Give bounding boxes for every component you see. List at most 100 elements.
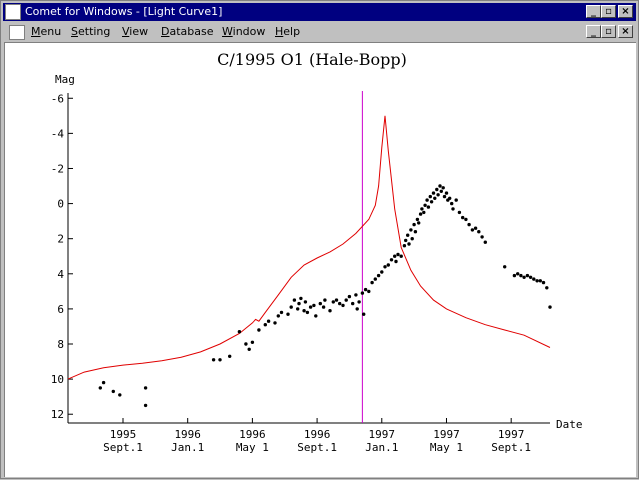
observation-point (386, 263, 390, 267)
menu-menu[interactable]: Menu (31, 25, 62, 38)
observation-point (528, 275, 533, 279)
observation-point (429, 200, 434, 204)
observation-point (228, 354, 232, 358)
observation-point (464, 217, 468, 222)
x-axis-label: Date (556, 418, 583, 431)
observation-point (273, 321, 277, 325)
y-tick-label: 8 (57, 338, 64, 351)
x-tick-year: 1997 (498, 428, 525, 441)
minimize-button[interactable]: _ (586, 5, 601, 18)
observation-point (244, 342, 248, 346)
observation-point (389, 258, 394, 262)
predicted-magnitude-curve (67, 115, 551, 380)
observation-point (541, 280, 546, 285)
y-tick-label: 10 (51, 373, 64, 386)
x-tick-year: 1995 (110, 428, 137, 441)
observation-point (376, 273, 381, 278)
observation-point (308, 305, 313, 309)
observation-point (461, 215, 465, 220)
observation-point (418, 212, 423, 216)
observation-point (448, 196, 452, 200)
y-tick-label: -6 (51, 92, 64, 105)
observation-point (457, 210, 462, 215)
observation-point (444, 191, 449, 195)
observation-point (470, 228, 475, 232)
observation-point (362, 312, 366, 316)
observation-point (433, 196, 437, 200)
observation-point (538, 279, 542, 283)
observation-point (111, 389, 116, 394)
observation-point (525, 273, 530, 278)
observation-point (422, 210, 426, 215)
observation-point (344, 298, 348, 302)
observation-point (441, 186, 445, 190)
observation-point (334, 298, 339, 302)
observation-point (370, 280, 374, 285)
observation-point (257, 328, 261, 332)
doc-close-button[interactable]: × (618, 25, 633, 38)
observation-point (413, 230, 418, 234)
app-icon[interactable] (5, 4, 21, 20)
menu-setting[interactable]: Setting (71, 25, 111, 38)
y-tick-label: 2 (57, 233, 64, 246)
y-tick-label: 6 (57, 303, 64, 316)
observation-point (410, 237, 414, 241)
observation-point (522, 275, 526, 279)
observation-point (420, 207, 424, 211)
observation-point (299, 296, 303, 301)
title-bar[interactable]: Comet for Windows - [Light Curve1] _ ▫ × (3, 3, 636, 21)
observation-point (263, 323, 267, 327)
observation-point (393, 254, 397, 258)
restore-button[interactable]: ▫ (601, 5, 616, 18)
menu-view[interactable]: View (122, 25, 149, 38)
observation-point (351, 301, 355, 306)
doc-minimize-button[interactable]: _ (586, 25, 601, 38)
observation-point (402, 244, 407, 248)
y-tick-label: 0 (57, 198, 64, 211)
x-tick-year: 1996 (174, 428, 201, 441)
light-curve-view[interactable]: C/1995 O1 (Hale-Bopp) Mag Date -6 -4 -2 0 2 4… (4, 42, 636, 477)
observation-point (341, 303, 345, 308)
observation-point (354, 293, 358, 297)
observation-point (532, 277, 536, 281)
observation-point (360, 291, 365, 295)
observation-point (404, 238, 408, 243)
observation-point (338, 301, 342, 306)
observation-point (519, 273, 523, 278)
observation-point (314, 314, 318, 318)
observation-point (477, 230, 481, 234)
observation-point (426, 205, 431, 209)
observation-point (380, 270, 384, 274)
doc-restore-button[interactable]: ▫ (601, 25, 616, 38)
observation-point (211, 358, 216, 362)
menu-database[interactable]: Database (161, 25, 214, 38)
observation-point (347, 294, 352, 299)
observation-point (450, 201, 454, 206)
observation-point (503, 265, 507, 269)
observation-point (118, 393, 122, 397)
observation-point (438, 184, 442, 188)
observation-point (297, 301, 301, 306)
observation-point (328, 309, 332, 313)
observation-point (412, 222, 416, 227)
observation-point (247, 347, 251, 351)
menu-window[interactable]: Window (222, 25, 266, 38)
observation-point (296, 307, 300, 311)
observation-point (451, 207, 455, 211)
observation-point (454, 198, 458, 202)
document-icon[interactable] (9, 25, 25, 40)
observation-point (428, 194, 432, 199)
x-tick-year: 1996 (304, 428, 331, 441)
observation-point (367, 289, 371, 294)
y-tick-label: 12 (51, 408, 64, 421)
observation-point (218, 358, 222, 362)
observation-point (417, 221, 421, 225)
observation-point (143, 386, 148, 390)
observation-point (323, 298, 327, 302)
close-button[interactable]: × (618, 5, 633, 18)
x-tick-date: Jan.1 (365, 441, 398, 454)
observation-point (286, 312, 290, 316)
chart-title: C/1995 O1 (Hale-Bopp) (217, 50, 407, 69)
menu-help[interactable]: Help (275, 25, 301, 38)
menu-bar: Menu Setting View Database Window Help _… (3, 22, 636, 41)
